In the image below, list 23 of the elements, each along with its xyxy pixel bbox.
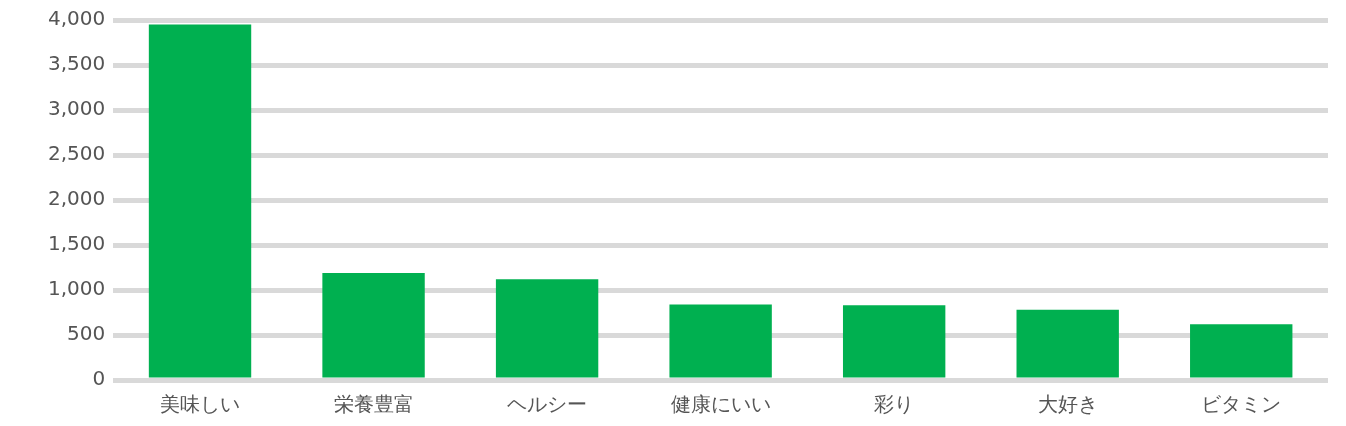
y-tick-label: 3,500 xyxy=(47,51,106,76)
y-tick-label: 2,000 xyxy=(47,186,106,211)
x-tick-label: ビタミン xyxy=(1201,392,1282,417)
bar xyxy=(322,272,425,378)
x-tick-label: 栄養豊富 xyxy=(333,392,414,417)
y-tick-label: 0 xyxy=(92,366,106,391)
x-tick-label: 彩り xyxy=(874,392,915,417)
x-tick-label: 健康にいい xyxy=(670,392,771,417)
bar xyxy=(1016,309,1119,378)
bar xyxy=(148,24,252,378)
bar xyxy=(669,304,772,378)
y-tick-label: 500 xyxy=(67,321,106,346)
x-tick-label: 美味しい xyxy=(160,392,241,417)
y-tick-label: 3,000 xyxy=(47,96,106,121)
y-tick-label: 1,000 xyxy=(47,276,106,301)
y-tick-label: 2,500 xyxy=(47,141,106,166)
x-tick-label: 大好き xyxy=(1037,392,1098,417)
y-tick-label: 1,500 xyxy=(47,231,106,256)
bar xyxy=(1190,324,1293,378)
x-tick-label: ヘルシー xyxy=(507,392,588,417)
bar xyxy=(495,279,599,378)
y-tick-label: 4,000 xyxy=(47,6,106,31)
bar xyxy=(842,305,946,378)
